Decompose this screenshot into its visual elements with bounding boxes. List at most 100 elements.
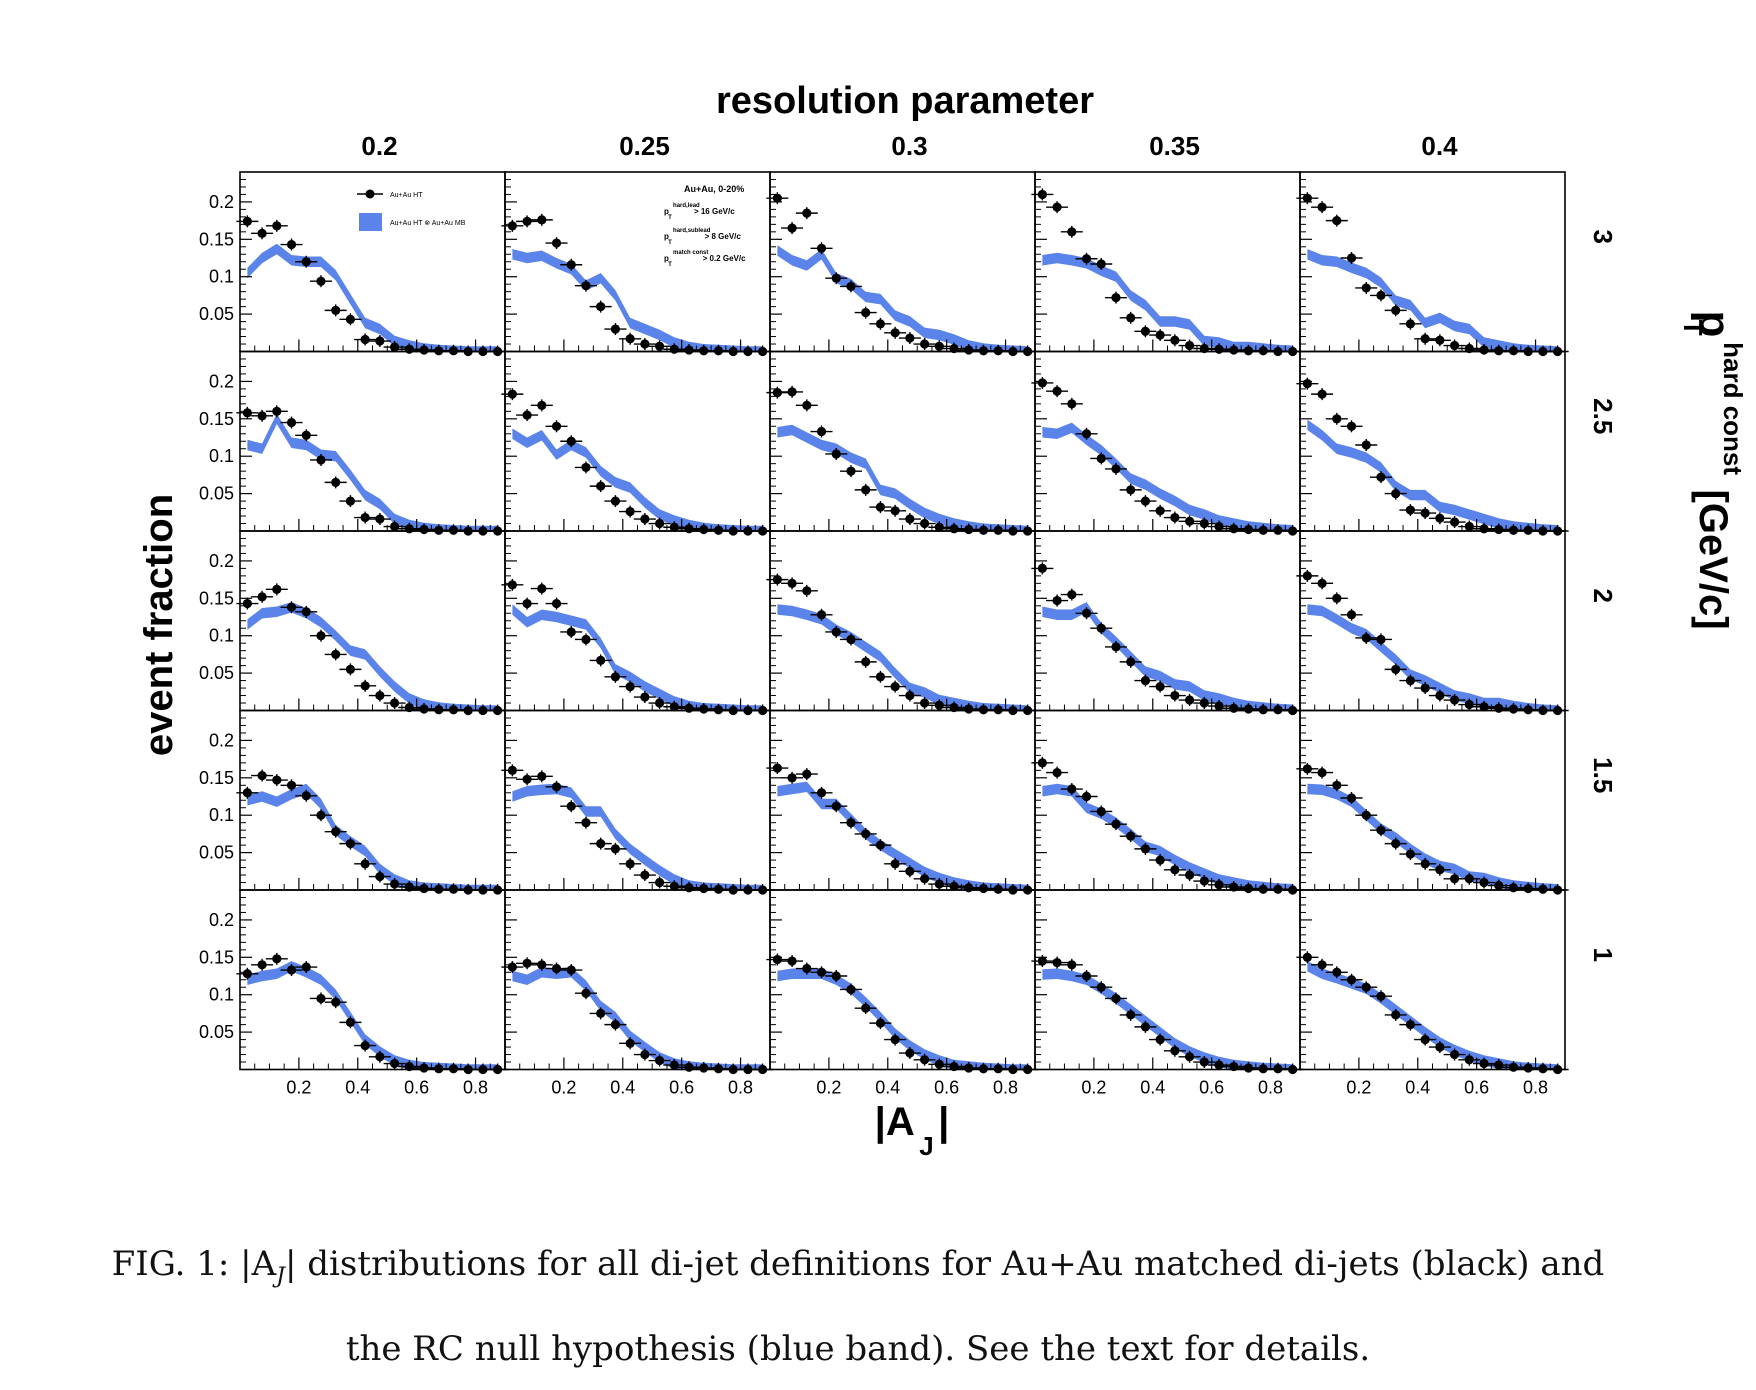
- x-tick-label: 0.6: [669, 1078, 694, 1098]
- legend-series1: Au+Au HT: [390, 192, 423, 199]
- data-point: [507, 962, 517, 972]
- data-point: [1361, 440, 1371, 450]
- data-point: [1111, 993, 1121, 1004]
- data-point: [507, 389, 517, 399]
- data-point: [1081, 791, 1092, 802]
- data-point: [242, 216, 252, 226]
- data-point: [507, 765, 517, 775]
- y-tick-label: 0.2: [209, 910, 234, 930]
- data-point: [699, 883, 709, 894]
- panel: [1031, 530, 1304, 716]
- data-point: [1126, 1010, 1136, 1020]
- y-tick-label: 0.15: [199, 229, 234, 249]
- y-tick-label: 0.1: [209, 985, 234, 1005]
- data-point: [286, 239, 297, 250]
- annotation-l4-p: p: [664, 254, 669, 263]
- data-point: [802, 963, 812, 974]
- data-point: [507, 580, 517, 590]
- y-tick-label: 0.1: [209, 805, 234, 825]
- data-point: [610, 672, 621, 682]
- data-point: [1170, 865, 1180, 875]
- y-tick-label: 0.05: [199, 843, 234, 863]
- data-point: [934, 879, 944, 889]
- x-tick-label: 0.4: [875, 1078, 900, 1098]
- row-header-unit: [GeV/c]: [1691, 490, 1735, 630]
- data-point: [1449, 1049, 1460, 1060]
- data-point: [1435, 690, 1445, 701]
- panel: [766, 350, 1039, 536]
- data-point: [1214, 880, 1224, 890]
- data-point: [1361, 283, 1371, 293]
- y-axis-label: event fraction: [137, 494, 181, 756]
- panel: 0.2 0.15 0.1 0.05: [199, 350, 509, 536]
- data-point: [934, 341, 944, 351]
- data-point: [875, 319, 886, 329]
- x-tick-label: 0.2: [286, 1078, 311, 1098]
- data-point: [522, 410, 532, 420]
- annotation-l2-p: p: [664, 207, 669, 216]
- data-point: [257, 770, 267, 781]
- data-point: [375, 514, 385, 524]
- data-point: [684, 524, 694, 534]
- rc-band: [247, 243, 498, 352]
- svg-text:|A J |: |A J |: [875, 1100, 950, 1161]
- data-point: [949, 524, 959, 534]
- data-point: [1096, 259, 1106, 269]
- data-point: [699, 704, 709, 714]
- data-point: [1376, 290, 1386, 301]
- data-point: [861, 1003, 871, 1013]
- data-point: [1302, 764, 1312, 774]
- panel: [501, 530, 774, 716]
- data-point: [654, 1055, 665, 1066]
- data-point: [802, 208, 812, 218]
- data-point: [257, 960, 267, 970]
- data-point: [1170, 690, 1180, 701]
- column-label: 0.3: [891, 131, 927, 161]
- data-point: [1435, 865, 1445, 875]
- data-point: [316, 455, 326, 465]
- rc-band: [1307, 783, 1558, 890]
- data-point: [610, 496, 621, 506]
- data-point: [1111, 464, 1121, 474]
- data-point: [404, 344, 414, 354]
- rc-band: [777, 604, 1028, 711]
- data-point: [1126, 831, 1136, 841]
- y-tick-label: 0.05: [199, 304, 234, 324]
- data-point: [1494, 880, 1504, 891]
- data-point: [1479, 345, 1489, 355]
- data-point: [1067, 227, 1077, 237]
- panel: [1296, 171, 1569, 357]
- rc-band: [777, 781, 1028, 890]
- data-point: [566, 801, 576, 811]
- data-point: [964, 883, 974, 893]
- data-point: [522, 958, 532, 968]
- data-point: [846, 634, 856, 645]
- data-point: [1140, 844, 1151, 854]
- data-point: [1449, 517, 1460, 527]
- data-point: [1199, 876, 1209, 886]
- x-axis-label-sub: J: [919, 1131, 933, 1161]
- data-point: [566, 260, 576, 270]
- data-point: [1420, 334, 1430, 344]
- x-tick-label: 0.4: [610, 1078, 635, 1098]
- panel-frame: [504, 709, 771, 891]
- data-point: [816, 243, 827, 253]
- data-point: [772, 954, 782, 965]
- data-point: [596, 655, 606, 665]
- data-point: [802, 769, 812, 779]
- data-point: [1140, 496, 1151, 506]
- x-axis-label-end: |: [938, 1100, 949, 1144]
- panel: [501, 350, 774, 536]
- data-point: [522, 598, 532, 609]
- y-tick-label: 0.1: [209, 626, 234, 646]
- data-point: [1361, 982, 1371, 992]
- data-point: [581, 281, 591, 291]
- data-point: [802, 586, 812, 596]
- data-point: [257, 411, 267, 421]
- data-point: [1126, 313, 1136, 323]
- data-point: [919, 698, 930, 708]
- data-point: [934, 700, 944, 710]
- data-point: [537, 583, 547, 594]
- data-point: [1346, 793, 1357, 803]
- data-point: [1420, 1034, 1430, 1045]
